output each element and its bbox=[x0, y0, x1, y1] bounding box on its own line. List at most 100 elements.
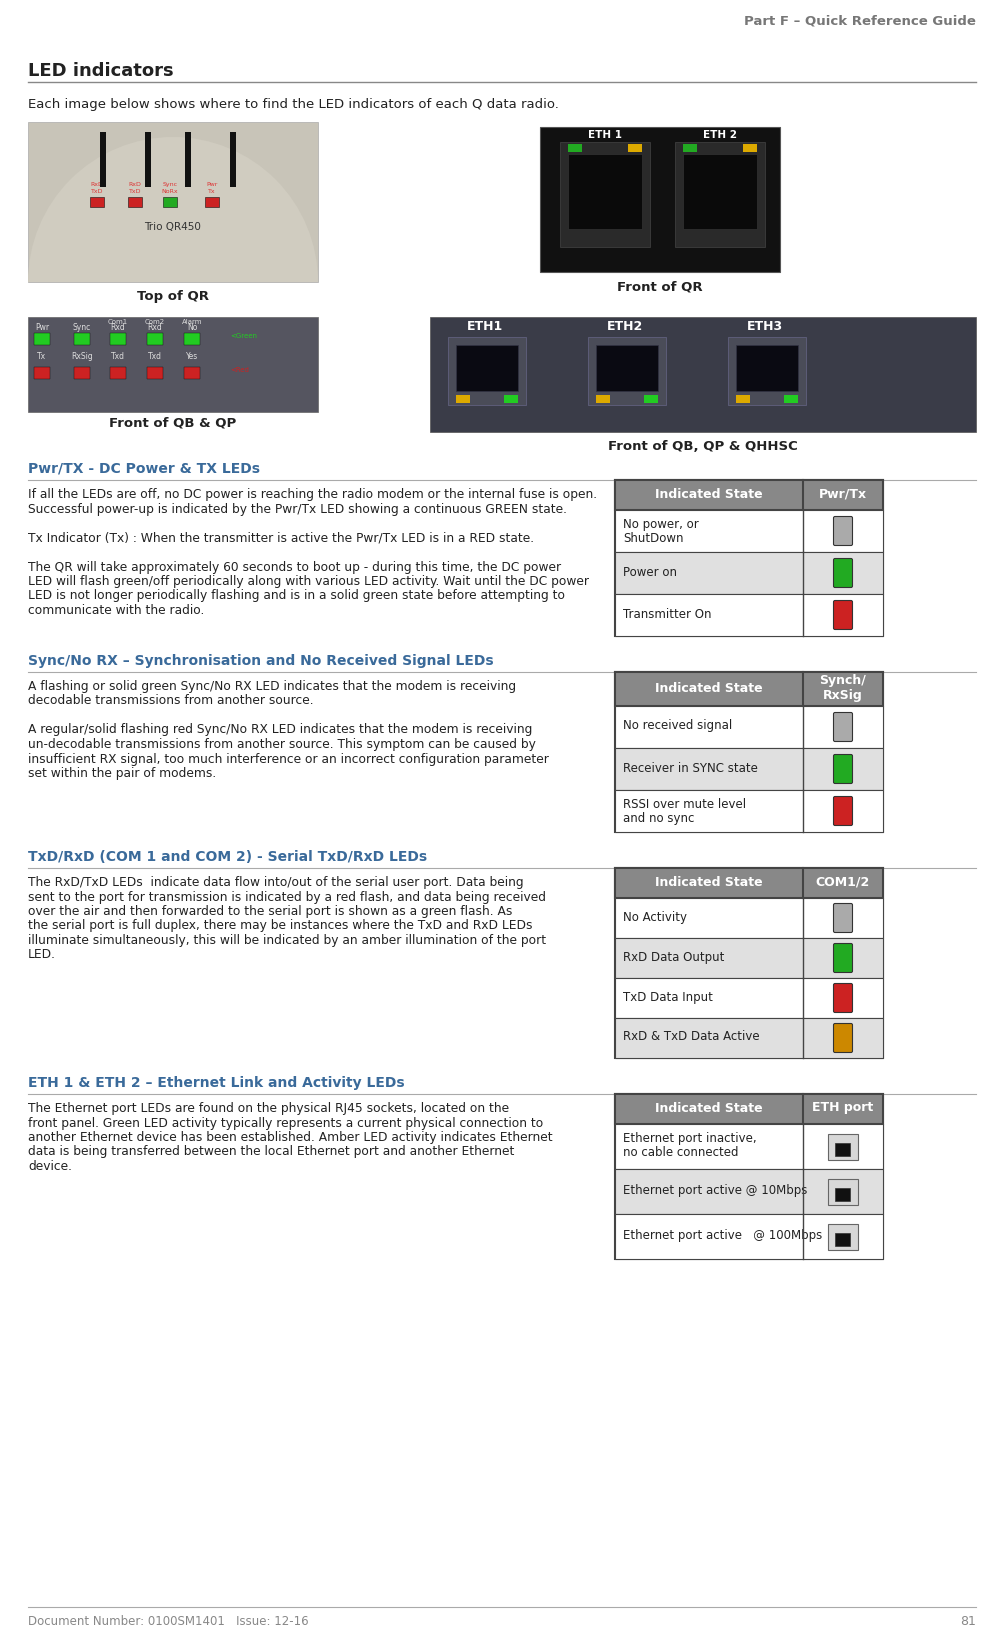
Text: No Activity: No Activity bbox=[623, 910, 686, 923]
Bar bbox=[682, 144, 696, 152]
FancyBboxPatch shape bbox=[832, 517, 852, 545]
Text: Indicated State: Indicated State bbox=[655, 1102, 762, 1115]
Text: RxD: RxD bbox=[128, 182, 141, 187]
Text: Pwr: Pwr bbox=[206, 182, 218, 187]
Bar bbox=[596, 395, 610, 403]
Text: The RxD/TxD LEDs  indicate data flow into/out of the serial user port. Data bein: The RxD/TxD LEDs indicate data flow into… bbox=[28, 876, 524, 889]
Text: Com1: Com1 bbox=[107, 319, 128, 326]
Bar bbox=[615, 480, 882, 511]
Bar bbox=[742, 144, 756, 152]
Text: Ethernet port active @ 10Mbps: Ethernet port active @ 10Mbps bbox=[623, 1184, 806, 1197]
Text: A flashing or solid green Sync/No RX LED indicates that the modem is receiving: A flashing or solid green Sync/No RX LED… bbox=[28, 679, 516, 692]
Bar bbox=[615, 938, 882, 977]
Text: Ethernet port active   @ 100Mbps: Ethernet port active @ 100Mbps bbox=[623, 1229, 821, 1242]
Text: Indicated State: Indicated State bbox=[655, 681, 762, 694]
Text: Power on: Power on bbox=[623, 565, 676, 578]
Bar bbox=[184, 332, 200, 345]
Bar bbox=[455, 395, 469, 403]
Bar bbox=[144, 133, 150, 187]
Text: RxD Data Output: RxD Data Output bbox=[623, 951, 723, 964]
Text: Pwr/Tx: Pwr/Tx bbox=[818, 488, 867, 501]
Text: <Green: <Green bbox=[230, 332, 257, 339]
Text: Alarm: Alarm bbox=[182, 319, 202, 326]
Text: The QR will take approximately 60 seconds to boot up - during this time, the DC : The QR will take approximately 60 second… bbox=[28, 560, 561, 573]
Text: Sync: Sync bbox=[162, 182, 178, 187]
Text: Yes: Yes bbox=[186, 352, 198, 362]
Text: and no sync: and no sync bbox=[623, 812, 694, 825]
Text: RSSI over mute level: RSSI over mute level bbox=[623, 797, 745, 810]
FancyBboxPatch shape bbox=[832, 1023, 852, 1053]
Text: insufficient RX signal, too much interference or an incorrect configuration para: insufficient RX signal, too much interfe… bbox=[28, 753, 549, 766]
Text: TxD Data Input: TxD Data Input bbox=[623, 990, 712, 1003]
Bar bbox=[615, 594, 882, 637]
Bar bbox=[568, 144, 582, 152]
Text: TxD: TxD bbox=[90, 188, 103, 195]
Bar bbox=[34, 332, 50, 345]
FancyBboxPatch shape bbox=[832, 601, 852, 630]
Text: Rxd: Rxd bbox=[110, 322, 125, 332]
Bar bbox=[615, 899, 882, 938]
Bar bbox=[615, 868, 882, 1058]
Text: set within the pair of modems.: set within the pair of modems. bbox=[28, 768, 216, 779]
Text: LED is not longer periodically flashing and is in a solid green state before att: LED is not longer periodically flashing … bbox=[28, 589, 565, 602]
Bar bbox=[682, 154, 756, 229]
Text: Tx: Tx bbox=[208, 188, 216, 195]
Text: Txd: Txd bbox=[147, 352, 161, 362]
Text: ETH 1 & ETH 2 – Ethernet Link and Activity LEDs: ETH 1 & ETH 2 – Ethernet Link and Activi… bbox=[28, 1076, 404, 1090]
Text: over the air and then forwarded to the serial port is shown as a green flash. As: over the air and then forwarded to the s… bbox=[28, 905, 512, 918]
Text: decodable transmissions from another source.: decodable transmissions from another sou… bbox=[28, 694, 313, 707]
Text: Front of QR: Front of QR bbox=[617, 282, 702, 295]
Text: Sync/No RX – Synchronisation and No Received Signal LEDs: Sync/No RX – Synchronisation and No Rece… bbox=[28, 655, 493, 668]
Bar bbox=[28, 318, 318, 413]
Text: The Ethernet port LEDs are found on the physical RJ45 sockets, located on the: The Ethernet port LEDs are found on the … bbox=[28, 1102, 509, 1115]
Bar bbox=[615, 868, 882, 899]
Bar bbox=[615, 480, 882, 637]
Bar bbox=[615, 706, 882, 748]
Text: Txd: Txd bbox=[111, 352, 125, 362]
Text: Each image below shows where to find the LED indicators of each Q data radio.: Each image below shows where to find the… bbox=[28, 98, 559, 111]
Bar bbox=[834, 1188, 850, 1202]
Bar bbox=[146, 332, 162, 345]
Text: Document Number: 0100SM1401   Issue: 12-16: Document Number: 0100SM1401 Issue: 12-16 bbox=[28, 1616, 308, 1629]
Bar bbox=[127, 196, 141, 206]
Text: Indicated State: Indicated State bbox=[655, 876, 762, 889]
Text: ShutDown: ShutDown bbox=[623, 532, 683, 545]
Bar bbox=[455, 345, 518, 391]
Text: Trio QR450: Trio QR450 bbox=[144, 223, 202, 232]
Bar bbox=[74, 367, 90, 380]
Bar bbox=[615, 748, 882, 791]
Text: device.: device. bbox=[28, 1161, 72, 1174]
Bar bbox=[735, 395, 749, 403]
Bar bbox=[110, 367, 125, 380]
Bar bbox=[615, 1125, 882, 1169]
Text: another Ethernet device has been established. Amber LED activity indicates Ether: another Ethernet device has been establi… bbox=[28, 1131, 552, 1144]
Bar bbox=[615, 673, 882, 706]
Bar bbox=[74, 332, 90, 345]
Text: Part F – Quick Reference Guide: Part F – Quick Reference Guide bbox=[743, 15, 975, 26]
Bar bbox=[615, 552, 882, 594]
Text: Front of QB, QP & QHHSC: Front of QB, QP & QHHSC bbox=[608, 440, 797, 453]
Text: un-decodable transmissions from another source. This symptom can be caused by: un-decodable transmissions from another … bbox=[28, 738, 536, 751]
Text: Indicated State: Indicated State bbox=[655, 488, 762, 501]
Bar bbox=[834, 1233, 850, 1246]
Text: Receiver in SYNC state: Receiver in SYNC state bbox=[623, 761, 757, 774]
Bar bbox=[90, 196, 104, 206]
Text: Com2: Com2 bbox=[144, 319, 164, 326]
Text: front panel. Green LED activity typically represents a current physical connecti: front panel. Green LED activity typicall… bbox=[28, 1116, 543, 1130]
Bar bbox=[560, 142, 649, 247]
Bar bbox=[627, 144, 641, 152]
Text: the serial port is full duplex, there may be instances where the TxD and RxD LED: the serial port is full duplex, there ma… bbox=[28, 920, 532, 933]
Bar bbox=[827, 1133, 858, 1159]
Bar bbox=[783, 395, 797, 403]
Text: ETH port: ETH port bbox=[811, 1102, 873, 1115]
Bar bbox=[429, 318, 975, 432]
Bar bbox=[615, 1094, 882, 1259]
FancyBboxPatch shape bbox=[832, 904, 852, 933]
Bar bbox=[615, 977, 882, 1018]
Text: TxD: TxD bbox=[128, 188, 141, 195]
Bar bbox=[827, 1179, 858, 1205]
Text: Successful power-up is indicated by the Pwr/Tx LED showing a continuous GREEN st: Successful power-up is indicated by the … bbox=[28, 503, 567, 516]
Text: Tx Indicator (Tx) : When the transmitter is active the Pwr/Tx LED is in a RED st: Tx Indicator (Tx) : When the transmitter… bbox=[28, 532, 534, 545]
Bar bbox=[588, 337, 665, 404]
Bar bbox=[28, 123, 318, 282]
